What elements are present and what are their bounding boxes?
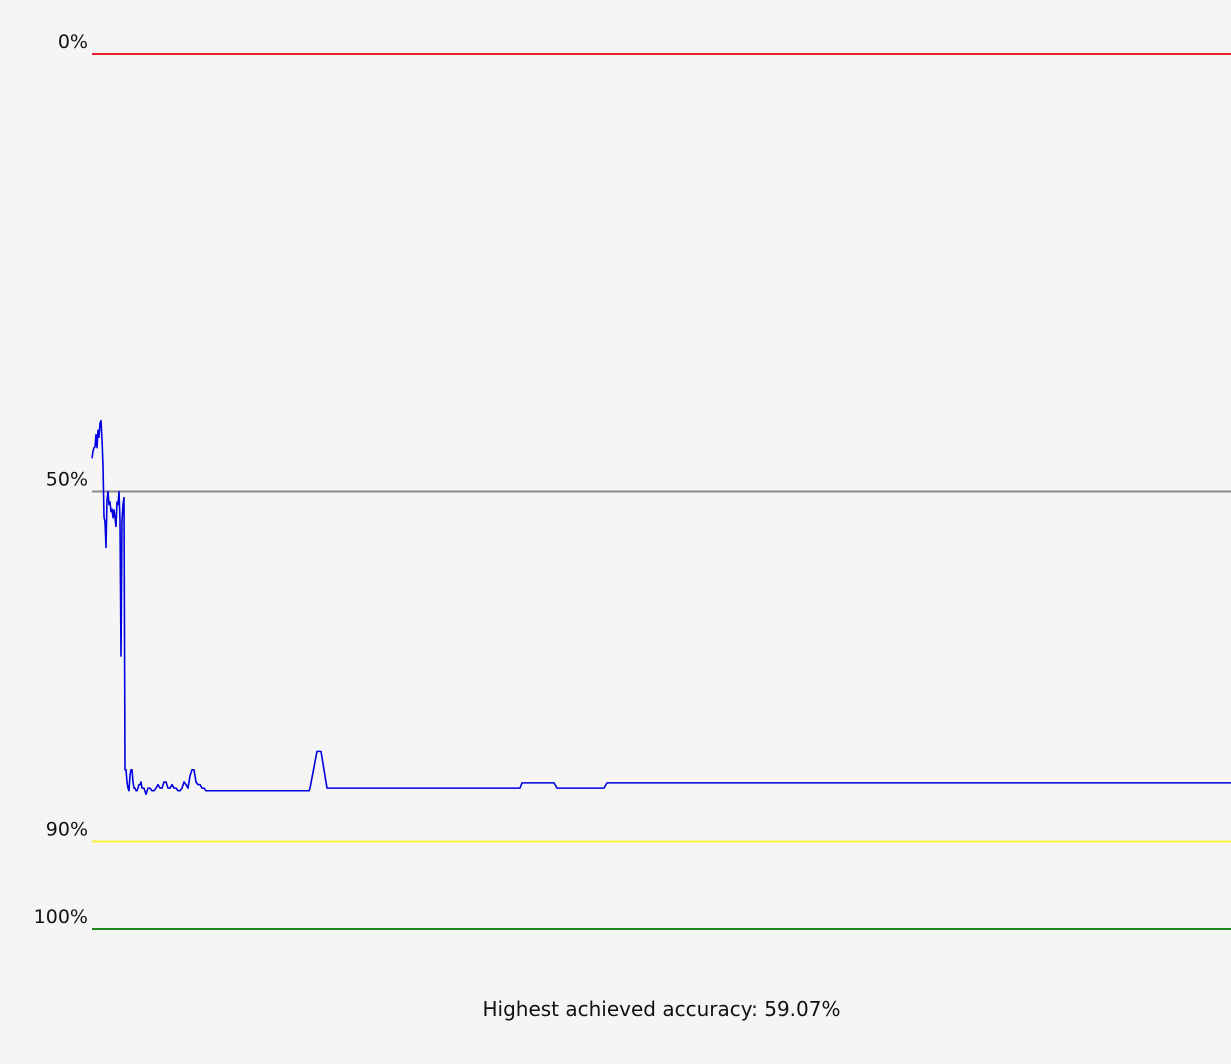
y-tick-label-50: 50% — [46, 469, 88, 491]
y-tick-labels: 0% 50% 90% 100% — [34, 31, 88, 928]
reference-lines — [92, 53, 1231, 930]
series-layer — [91, 419, 1231, 796]
y-tick-label-0: 0% — [58, 31, 88, 53]
highest-accuracy-annotation: Highest achieved accuracy: 59.07% — [482, 997, 841, 1021]
y-tick-label-100: 100% — [34, 906, 88, 928]
y-tick-label-90: 90% — [46, 819, 88, 841]
accuracy-series-line — [91, 419, 1231, 796]
